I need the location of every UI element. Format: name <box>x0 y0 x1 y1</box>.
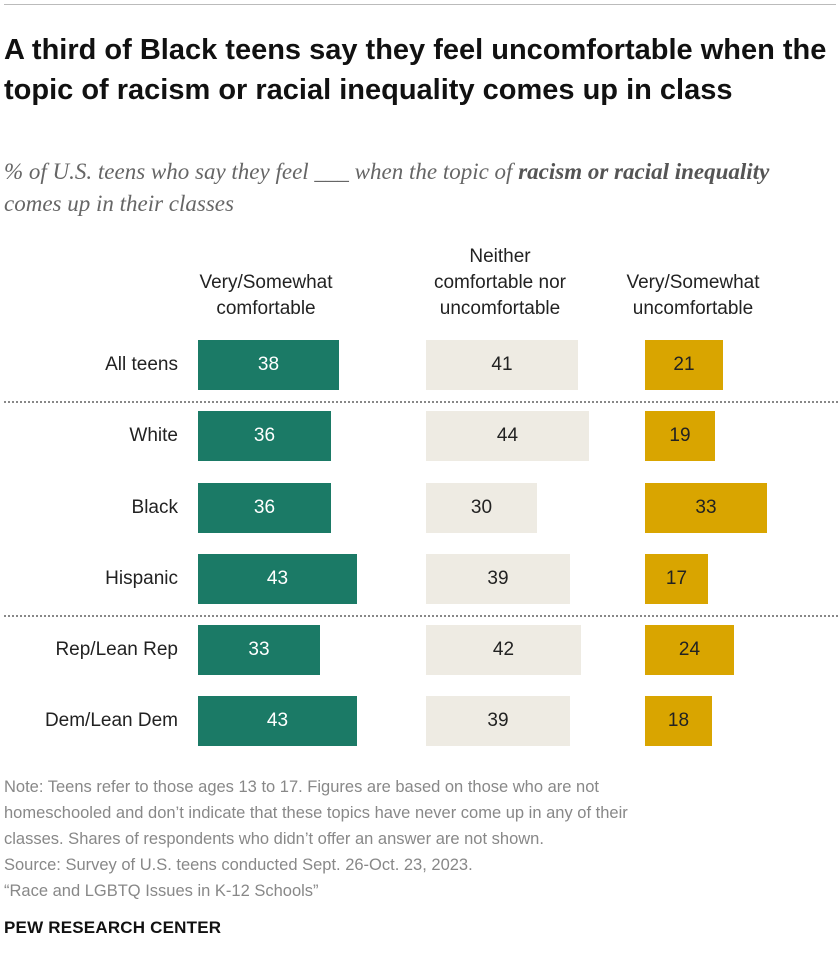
column-header-line: Neither <box>469 246 531 267</box>
bar-value-label: 42 <box>492 639 515 660</box>
column-header-line: comfortable <box>216 298 316 319</box>
note-line: Note: Teens refer to those ages 13 to 17… <box>4 778 599 796</box>
bar-value-label: 30 <box>470 497 493 518</box>
column-header-line: Very/Somewhat <box>199 272 333 293</box>
bar-value-label: 36 <box>253 497 276 518</box>
column-header-2: Neither comfortable nor uncomfortable <box>390 244 610 322</box>
note-line: homeschooled and don’t indicate that the… <box>4 804 628 822</box>
group-divider <box>4 615 838 617</box>
bar-3: 33 <box>645 483 767 533</box>
chart-title: A third of Black teens say they feel unc… <box>4 34 827 106</box>
bar-1: 43 <box>198 554 357 604</box>
column-header-line: uncomfortable <box>632 298 754 319</box>
bar-value-label: 19 <box>669 425 691 446</box>
bar-value-label: 17 <box>665 568 688 589</box>
bar-3: 21 <box>645 340 723 390</box>
bar-value-label: 33 <box>248 639 270 660</box>
column-header-line: Very/Somewhat <box>626 272 760 293</box>
bar-value-label: 24 <box>678 639 701 660</box>
bar-value-label: 21 <box>673 354 695 375</box>
bar-1: 38 <box>198 340 339 390</box>
bar-value-label: 39 <box>487 710 509 731</box>
column-header-line: uncomfortable <box>439 298 561 319</box>
bar-value-label: 38 <box>257 354 280 375</box>
row-label: Rep/Lean Rep <box>55 639 178 660</box>
bar-2: 41 <box>426 340 578 390</box>
report-title-line: “Race and LGBTQ Issues in K-12 Schools” <box>4 882 319 900</box>
subtitle-emphasis: racism or racial inequality <box>518 159 770 184</box>
bar-2: 44 <box>426 411 589 461</box>
row-label: Dem/Lean Dem <box>44 710 178 731</box>
bar-value-label: 36 <box>253 425 276 446</box>
row-label: Black <box>131 497 178 518</box>
bar-1: 36 <box>198 411 331 461</box>
bar-value-label: 43 <box>266 568 289 589</box>
bar-3: 18 <box>645 696 712 746</box>
bar-value-label: 18 <box>667 710 690 731</box>
chart-notes: Note: Teens refer to those ages 13 to 17… <box>4 774 834 904</box>
bar-value-label: 41 <box>491 354 513 375</box>
bar-value-label: 33 <box>695 497 717 518</box>
chart-subtitle: % of U.S. teens who say they feel ___ wh… <box>4 156 830 220</box>
bar-2: 42 <box>426 625 581 675</box>
row-label: Hispanic <box>105 568 178 589</box>
bar-3: 24 <box>645 625 734 675</box>
bar-2: 39 <box>426 554 570 604</box>
bar-3: 19 <box>645 411 715 461</box>
group-divider <box>4 401 838 403</box>
bar-3: 17 <box>645 554 708 604</box>
bar-value-label: 39 <box>487 568 509 589</box>
bar-value-label: 43 <box>266 710 289 731</box>
bar-value-label: 44 <box>496 425 519 446</box>
note-line: classes. Shares of respondents who didn’… <box>4 830 544 848</box>
subtitle-text-start: % of U.S. teens who say they feel ___ wh… <box>4 159 519 184</box>
bar-1: 43 <box>198 696 357 746</box>
source-line: Source: Survey of U.S. teens conducted S… <box>4 856 473 874</box>
row-label: All teens <box>105 354 178 375</box>
column-header-line: comfortable nor <box>433 272 566 293</box>
brand-logo-text: PEW RESEARCH CENTER <box>4 918 222 937</box>
column-header-3: Very/Somewhat uncomfortable <box>583 270 803 322</box>
column-header-1: Very/Somewhat comfortable <box>156 270 376 322</box>
bar-2: 30 <box>426 483 537 533</box>
bar-1: 33 <box>198 625 320 675</box>
bar-2: 39 <box>426 696 570 746</box>
subtitle-text-end: comes up in their classes <box>4 191 234 216</box>
top-rule <box>4 4 836 5</box>
bar-1: 36 <box>198 483 331 533</box>
row-label: White <box>129 425 178 446</box>
